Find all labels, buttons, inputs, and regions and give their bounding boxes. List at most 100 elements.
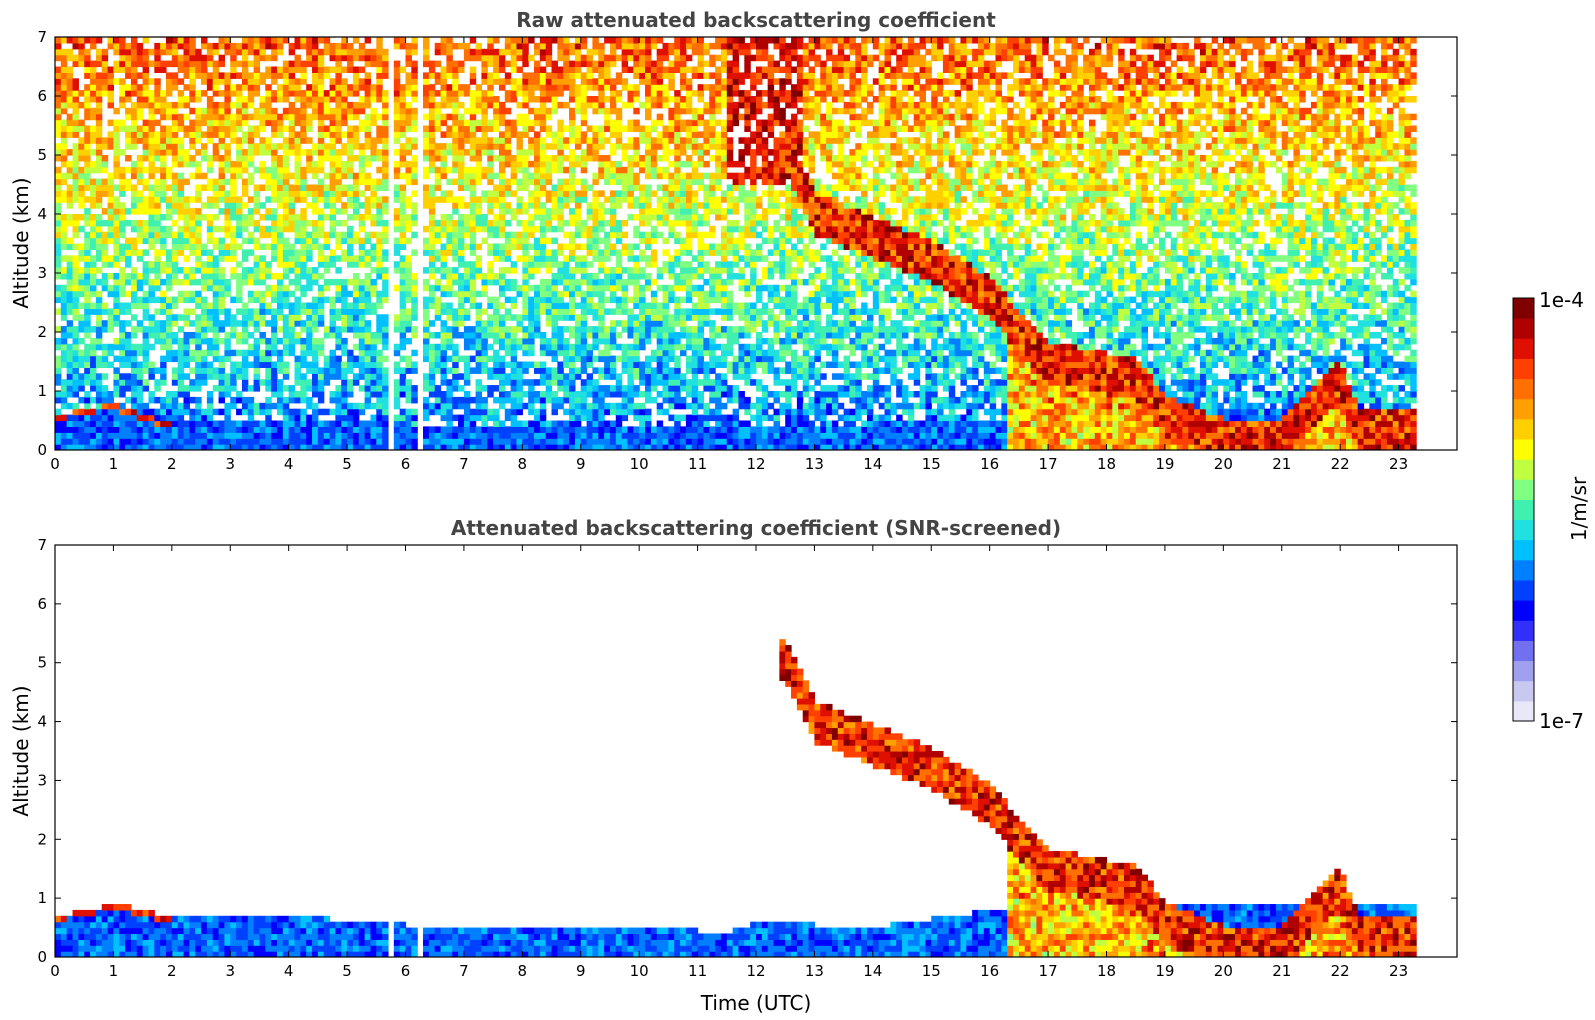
heatmap-cell — [358, 361, 366, 368]
heatmap-cell — [294, 361, 301, 368]
heatmap-cell — [586, 332, 594, 339]
heatmap-cell — [113, 219, 120, 227]
heatmap-cell — [504, 208, 512, 215]
heatmap-cell — [458, 184, 465, 191]
heatmap-cell — [364, 261, 372, 268]
heatmap-cell — [335, 237, 342, 245]
heatmap-cell — [189, 438, 196, 445]
heatmap-cell — [276, 379, 284, 386]
heatmap-cell — [481, 66, 488, 73]
heatmap-cell — [539, 231, 547, 239]
heatmap-cell — [224, 125, 231, 132]
heatmap-cell — [247, 178, 255, 186]
heatmap-cell — [236, 308, 243, 315]
heatmap-cell — [463, 184, 471, 191]
heatmap-cell — [189, 231, 196, 239]
heatmap-cell — [206, 131, 214, 138]
heatmap-cell — [142, 296, 150, 304]
heatmap-cell — [236, 60, 243, 68]
heatmap-cell — [224, 284, 231, 292]
heatmap-cell — [259, 160, 266, 168]
heatmap-cell — [195, 343, 202, 351]
heatmap-cell — [95, 160, 103, 168]
heatmap-cell — [545, 432, 553, 439]
heatmap-cell — [504, 42, 512, 50]
heatmap-cell — [364, 178, 372, 186]
heatmap-cell — [119, 184, 126, 191]
heatmap-cell — [528, 343, 535, 351]
heatmap-cell — [259, 402, 266, 410]
heatmap-cell — [563, 343, 570, 351]
heatmap-cell — [142, 314, 150, 321]
heatmap-cell — [90, 408, 97, 416]
heatmap-cell — [95, 361, 103, 368]
heatmap-cell — [113, 373, 120, 380]
heatmap-cell — [165, 143, 173, 150]
heatmap-cell — [493, 426, 500, 433]
heatmap-cell — [463, 261, 471, 268]
heatmap-cell — [66, 113, 74, 121]
heatmap-cell — [90, 426, 97, 433]
heatmap-cell — [405, 308, 412, 315]
heatmap-cell — [569, 367, 576, 374]
heatmap-cell — [171, 202, 179, 209]
heatmap-cell — [259, 420, 266, 427]
heatmap-cell — [201, 214, 208, 221]
heatmap-cell — [142, 438, 150, 445]
heatmap-cell — [294, 60, 301, 68]
heatmap-cell — [323, 355, 331, 363]
heatmap-cell — [236, 90, 243, 97]
heatmap-cell — [171, 302, 179, 309]
heatmap-cell — [335, 426, 342, 433]
heatmap-cell — [569, 438, 576, 445]
heatmap-cell — [452, 414, 459, 422]
heatmap-cell — [440, 155, 447, 162]
heatmap-cell — [329, 96, 336, 103]
heatmap-cell — [539, 190, 547, 197]
heatmap-cell — [195, 379, 202, 386]
heatmap-cell — [241, 214, 249, 221]
heatmap-cell — [265, 66, 272, 73]
heatmap-cell — [329, 143, 336, 150]
heatmap-cell — [84, 172, 91, 180]
heatmap-cell — [160, 48, 167, 56]
heatmap-cell — [72, 255, 79, 262]
heatmap-cell — [306, 119, 313, 127]
heatmap-cell — [498, 267, 506, 274]
heatmap-cell — [469, 444, 477, 450]
heatmap-cell — [434, 332, 442, 339]
heatmap-cell — [125, 337, 132, 345]
heatmap-cell — [72, 160, 79, 168]
heatmap-cell — [148, 166, 155, 174]
heatmap-cell — [136, 42, 144, 50]
heatmap-cell — [434, 166, 442, 174]
heatmap-cell — [165, 308, 173, 315]
heatmap-cell — [282, 243, 290, 250]
heatmap-cell — [72, 332, 79, 339]
heatmap-cell — [154, 60, 161, 68]
heatmap-cell — [212, 314, 220, 321]
heatmap-cell — [551, 160, 558, 168]
heatmap-cell — [271, 208, 278, 215]
heatmap-cell — [95, 355, 103, 363]
heatmap-cell — [393, 42, 401, 50]
heatmap-cell — [563, 355, 570, 363]
heatmap-cell — [230, 190, 237, 197]
heatmap-cell — [347, 432, 354, 439]
heatmap-cell — [259, 107, 266, 115]
heatmap-cell — [84, 243, 91, 250]
heatmap-cell — [312, 444, 319, 450]
heatmap-cell — [463, 290, 471, 298]
heatmap-cell — [130, 432, 138, 439]
heatmap-cell — [446, 90, 453, 97]
heatmap-cell — [475, 426, 483, 433]
heatmap-cell — [218, 37, 226, 44]
heatmap-cell — [189, 355, 196, 363]
heatmap-cell — [364, 308, 372, 315]
heatmap-cell — [276, 326, 284, 333]
heatmap-cell — [405, 278, 412, 286]
heatmap-cell — [107, 78, 115, 85]
heatmap-cell — [154, 261, 161, 268]
heatmap-cell — [352, 131, 360, 138]
heatmap-cell — [265, 432, 272, 439]
